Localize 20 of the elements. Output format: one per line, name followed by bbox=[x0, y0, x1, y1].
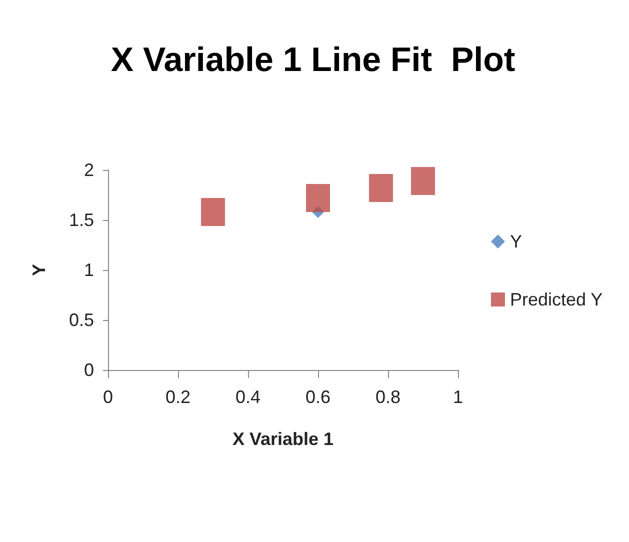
x-tick-label: 0 bbox=[102, 387, 114, 407]
legend-label: Y bbox=[510, 232, 522, 252]
point bbox=[369, 174, 393, 202]
x-axis-title: X Variable 1 bbox=[232, 429, 334, 449]
y-tick-label: 2 bbox=[84, 160, 94, 180]
point bbox=[306, 184, 330, 212]
y-tick-label: 1.5 bbox=[68, 210, 94, 230]
x-tick-label: 0.8 bbox=[375, 387, 401, 407]
y-tick-label: 1 bbox=[84, 260, 94, 280]
point bbox=[201, 198, 225, 226]
y-tick-label: 0 bbox=[84, 360, 94, 380]
y-tick-label: 0.5 bbox=[68, 310, 94, 330]
x-tick-label: 0.2 bbox=[165, 387, 191, 407]
chart-title: X Variable 1 Line Fit Plot bbox=[110, 41, 516, 79]
y-axis-title: Y bbox=[29, 264, 49, 276]
x-tick-label: 1 bbox=[452, 387, 464, 407]
point bbox=[411, 167, 435, 195]
x-tick-label: 0.4 bbox=[235, 387, 261, 407]
x-tick-label: 0.6 bbox=[305, 387, 331, 407]
legend-label: Predicted Y bbox=[510, 290, 603, 310]
